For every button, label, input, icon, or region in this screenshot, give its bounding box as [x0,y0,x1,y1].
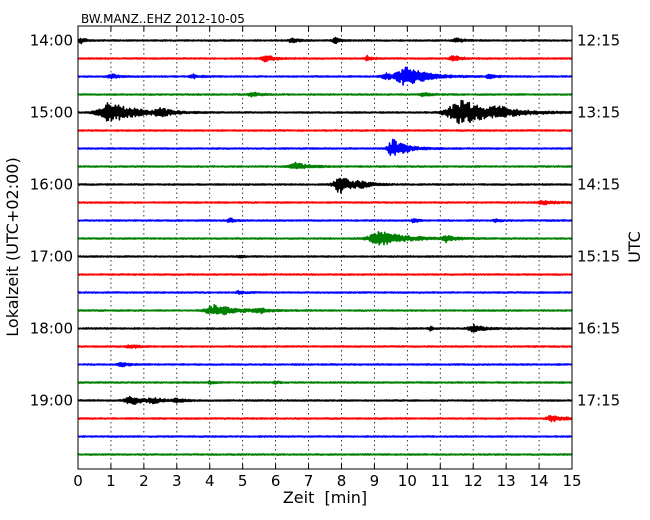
seismic-trace [77,273,573,276]
x-tick-label: 7 [304,472,314,490]
seismic-trace [77,91,573,98]
right-axis-ticks: 12:15 13:15 14:15 15:15 16:15 17:15 [567,32,620,410]
seismic-trace [77,230,573,246]
seismic-trace [77,303,573,316]
x-tick-label: 11 [431,472,450,490]
seismic-trace [77,161,573,170]
seismic-trace [77,36,573,45]
x-tick-label: 0 [73,472,83,490]
seismic-trace [77,66,573,86]
left-tick-label: 19:00 [30,392,73,410]
seismic-trace [77,129,573,132]
x-tick-label: 15 [562,472,581,490]
right-tick-label: 13:15 [577,104,620,122]
right-tick-label: 17:15 [577,392,620,410]
grid [110,26,540,469]
seismic-trace [77,138,573,156]
x-axis-ticks: 0 1 2 3 4 5 6 7 8 9 10 11 12 13 14 15 [73,26,582,490]
x-tick-label: 9 [370,472,380,490]
x-tick-label: 14 [530,472,549,490]
right-tick-label: 14:15 [577,176,620,194]
x-tick-label: 6 [271,472,281,490]
seismic-trace [77,217,573,224]
seismic-trace [77,254,573,259]
x-tick-label: 4 [205,472,215,490]
seismic-trace [77,54,573,63]
seismic-trace [77,289,573,295]
seismic-trace [77,395,573,405]
x-tick-label: 1 [106,472,116,490]
right-tick-label: 12:15 [577,32,620,50]
left-tick-label: 17:00 [30,248,73,266]
x-tick-label: 5 [238,472,248,490]
x-tick-label: 13 [497,472,516,490]
left-axis-label: Lokalzeit (UTC+02:00) [3,157,22,336]
seismic-trace [77,414,573,423]
trace-group [77,36,573,456]
seismic-trace [77,435,573,438]
left-tick-label: 15:00 [30,104,73,122]
seismic-trace [77,99,573,125]
x-tick-label: 3 [172,472,182,490]
left-tick-label: 14:00 [30,32,73,50]
seismic-trace [77,344,573,349]
right-tick-label: 16:15 [577,320,620,338]
seismic-trace [77,199,573,206]
chart-title: BW.MANZ..EHZ 2012-10-05 [81,12,245,26]
x-tick-label: 8 [337,472,347,490]
x-tick-label: 2 [139,472,149,490]
left-axis-ticks: 14:00 15:00 16:00 17:00 18:00 19:00 [30,32,83,410]
left-tick-label: 16:00 [30,176,73,194]
right-axis-label: UTC [625,231,644,263]
plot-frame [77,25,573,470]
seismic-trace [77,453,573,456]
right-tick-label: 15:15 [577,248,620,266]
seismic-trace [77,379,573,386]
seismic-trace [77,361,573,368]
seismic-trace [77,177,573,194]
x-axis-label: Zeit [min] [283,488,367,507]
x-tick-label: 10 [398,472,417,490]
seismic-trace [77,323,573,333]
x-tick-label: 12 [464,472,483,490]
left-tick-label: 18:00 [30,320,73,338]
